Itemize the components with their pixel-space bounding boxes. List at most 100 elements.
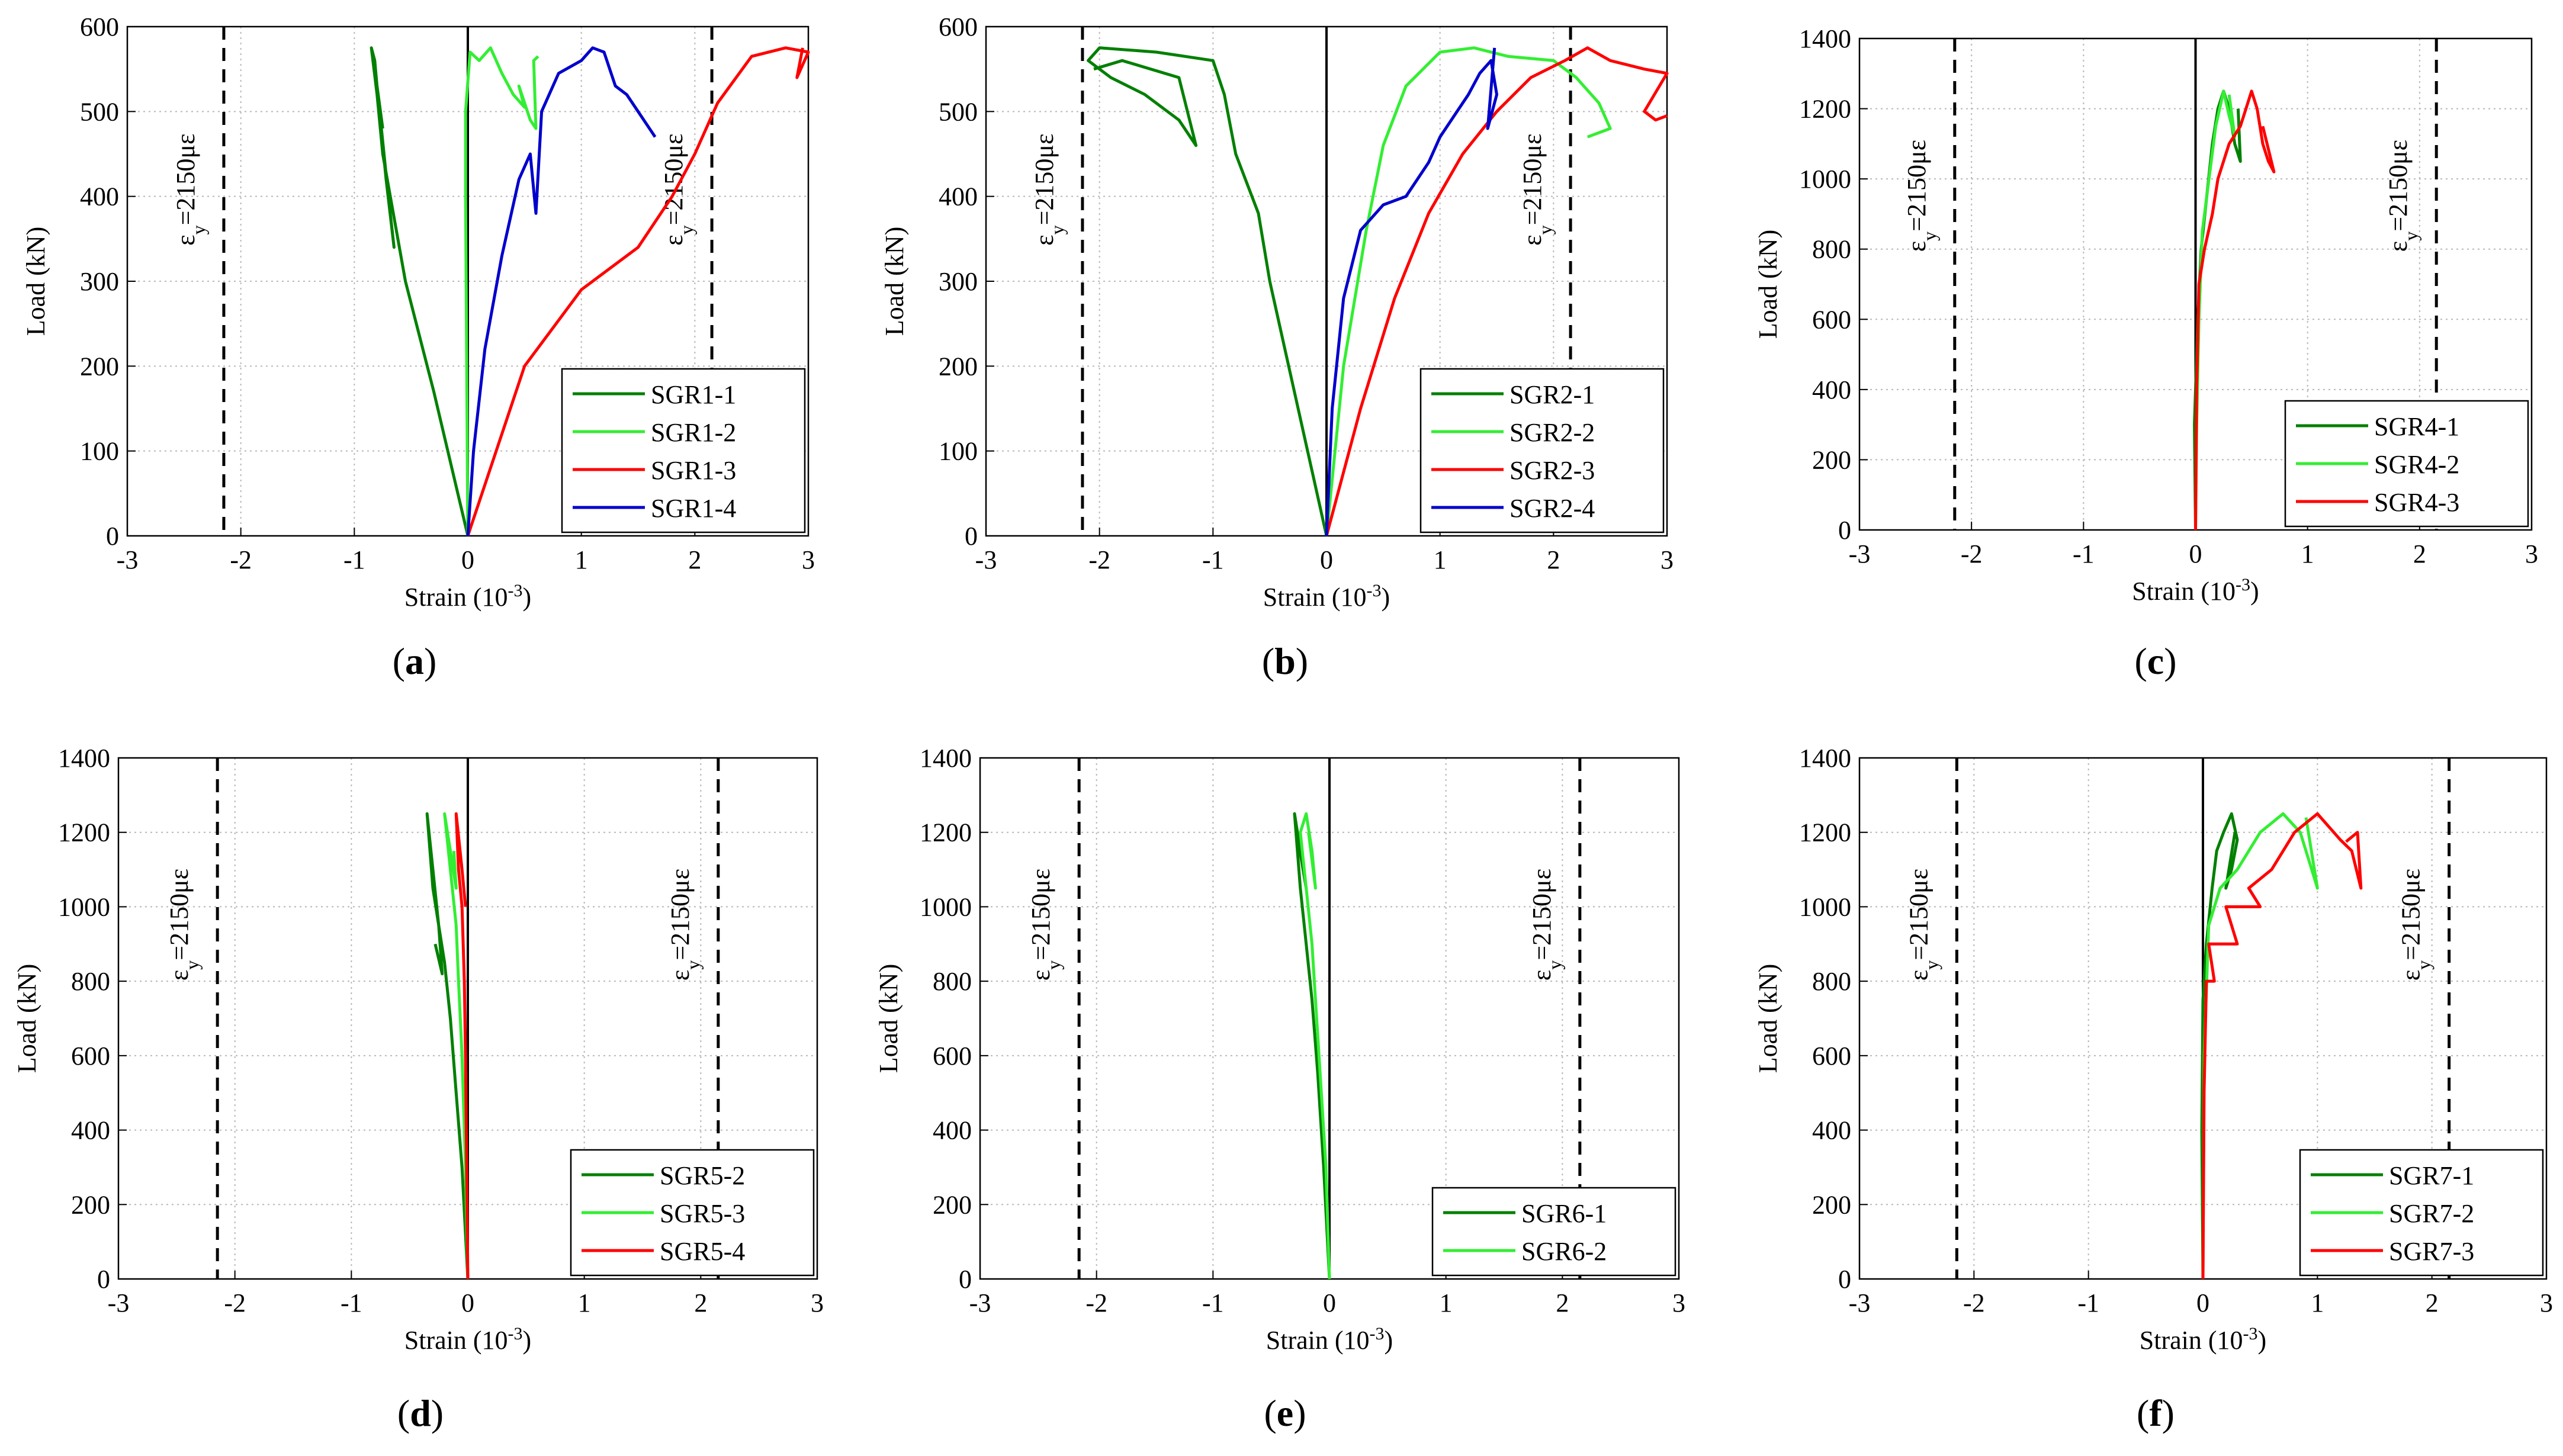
series-line-SGR5-4 — [454, 812, 470, 1280]
y-tick-label: 0 — [1838, 516, 1851, 545]
yield-strain-label-sub: y — [1043, 960, 1064, 970]
x-tick-label: -1 — [1202, 545, 1224, 574]
series-line-SGR7-3 — [2201, 812, 2363, 1280]
y-tick-label: 0 — [1838, 1265, 1851, 1294]
x-tick-label: 3 — [2525, 539, 2538, 568]
chart-f: -3 -2 -1 0 1 2 3 0 200 400 600 800 1000 1200 1400 Strai… — [1753, 744, 2553, 1355]
x-tick-label: -2 — [1963, 1288, 1985, 1317]
x-tick-label: 3 — [811, 1288, 824, 1317]
yield-strain-label-value: =2150με — [1026, 869, 1055, 960]
x-tick-label: -1 — [2073, 539, 2095, 568]
x-tick-label: 1 — [578, 1288, 591, 1317]
y-tick-label: 300 — [939, 267, 978, 296]
legend-label-SGR6-2: SGR6-2 — [1521, 1237, 1607, 1266]
legend-label-SGR1-4: SGR1-4 — [651, 494, 736, 523]
legend-label-SGR5-2: SGR5-2 — [660, 1161, 745, 1190]
yield-strain-label: εy=2150με — [2384, 140, 2421, 252]
panel-f: -3 -2 -1 0 1 2 3 0 200 400 600 800 1000 1200 1400 Strai… — [1717, 734, 2558, 1456]
panel-e: -3 -2 -1 0 1 2 3 0 200 400 600 800 1000 1200 1400 Strai… — [853, 734, 1694, 1456]
y-axis-label: Load (kN) — [21, 227, 50, 336]
x-axis-label: Strain (10-3) — [2132, 575, 2259, 606]
y-tick-label: 400 — [80, 182, 119, 211]
x-tick-label: 0 — [461, 1288, 474, 1317]
legend-label-SGR1-1: SGR1-1 — [651, 380, 736, 409]
x-tick-label: 1 — [1440, 1288, 1453, 1317]
y-tick-label: 600 — [71, 1042, 110, 1071]
yield-strain-label: εy=2150με — [2397, 869, 2434, 981]
x-tick-label: 2 — [1556, 1288, 1569, 1317]
x-tick-label: -2 — [224, 1288, 246, 1317]
yield-strain-label: εy=2150με — [666, 869, 704, 981]
series-line-SGR2-4 — [1325, 47, 1498, 536]
x-tick-label: 2 — [2426, 1288, 2439, 1317]
series-line-SGR1-2 — [464, 46, 539, 536]
y-tick-label: 200 — [71, 1190, 110, 1219]
legend-label-SGR2-1: SGR2-1 — [1509, 380, 1595, 409]
x-tick-label: 0 — [461, 545, 474, 574]
chart-a: -3 -2 -1 0 1 2 3 0 100 200 300 400 500 600 Strain (10-… — [21, 12, 815, 612]
x-axis-label-exponent: -3 — [2236, 575, 2250, 594]
x-tick-label: 2 — [1547, 545, 1560, 574]
yield-strain-label-value: =2150με — [1902, 140, 1931, 232]
y-tick-label: 400 — [933, 1116, 972, 1145]
subfigure-label-d: (d) — [397, 1392, 444, 1434]
yield-strain-label-value: =2150με — [171, 134, 200, 226]
legend-label-SGR1-3: SGR1-3 — [651, 456, 736, 485]
y-tick-label: 1000 — [920, 892, 972, 921]
legend-label-SGR4-2: SGR4-2 — [2374, 450, 2459, 479]
x-axis-label: Strain (10-3) — [2140, 1324, 2266, 1355]
series-line-SGR2-2 — [1325, 46, 1612, 536]
yield-strain-label: εy=2150με — [1902, 140, 1940, 252]
x-tick-label: 2 — [2413, 539, 2426, 568]
x-tick-label: 1 — [2301, 539, 2314, 568]
y-axis-label: Load (kN) — [1753, 964, 1782, 1073]
legend-label-SGR5-4: SGR5-4 — [660, 1237, 745, 1266]
legend-label-SGR7-3: SGR7-3 — [2389, 1237, 2474, 1266]
y-tick-label: 800 — [1812, 967, 1851, 996]
yield-strain-label: εy=2150με — [1030, 134, 1068, 246]
y-axis-label: Load (kN) — [880, 227, 909, 336]
y-tick-label: 600 — [80, 12, 119, 41]
y-tick-label: 0 — [106, 522, 119, 551]
y-tick-label: 1200 — [58, 818, 110, 847]
y-axis-label: Load (kN) — [1753, 230, 1782, 339]
y-tick-label: 600 — [933, 1042, 972, 1071]
x-tick-label: 1 — [575, 545, 588, 574]
yield-strain-label: εy=2150με — [1026, 869, 1064, 981]
yield-strain-label: εy=2150με — [165, 869, 203, 981]
x-tick-label: 1 — [1434, 545, 1447, 574]
x-axis-label-exponent: -3 — [508, 1324, 523, 1343]
x-axis-label-close: ) — [2258, 1326, 2267, 1355]
y-tick-label: 1000 — [58, 892, 110, 921]
x-axis-label-exponent: -3 — [2243, 1324, 2258, 1343]
yield-strain-label-value: =2150με — [165, 869, 194, 960]
yield-strain-label-sub: y — [181, 960, 203, 970]
y-tick-label: 200 — [1812, 1190, 1851, 1219]
x-tick-label: 2 — [694, 1288, 707, 1317]
yield-strain-label-value: =2150με — [1904, 869, 1933, 960]
x-tick-label: -2 — [1961, 539, 1983, 568]
x-tick-label: 3 — [1661, 545, 1674, 574]
x-tick-label: -3 — [969, 1288, 991, 1317]
legend-box — [561, 368, 806, 533]
legend-label-SGR4-3: SGR4-3 — [2374, 488, 2459, 517]
yield-strain-label-sub: y — [2413, 960, 2434, 970]
x-tick-label: 0 — [2189, 539, 2202, 568]
yield-strain-label: εy=2150με — [1904, 869, 1942, 981]
y-tick-label: 200 — [933, 1190, 972, 1219]
x-axis-label: Strain (10-3) — [404, 581, 531, 612]
x-tick-label: -3 — [1849, 539, 1871, 568]
x-tick-label: 2 — [688, 545, 701, 574]
y-tick-label: 200 — [939, 352, 978, 381]
legend-label-SGR5-3: SGR5-3 — [660, 1199, 745, 1228]
yield-strain-label-sub: y — [682, 960, 704, 970]
y-tick-label: 800 — [933, 967, 972, 996]
series-line-SGR2-3 — [1325, 46, 1669, 536]
subfigure-label-e: (e) — [1264, 1392, 1306, 1434]
yield-strain-label-value: =2150με — [666, 869, 695, 960]
yield-strain-label-value: =2150με — [2384, 140, 2413, 232]
y-tick-label: 0 — [965, 522, 978, 551]
x-axis-label-close: ) — [1385, 1326, 1393, 1355]
subfigure-label-f: (f) — [2137, 1392, 2175, 1434]
x-tick-label: -1 — [341, 1288, 362, 1317]
